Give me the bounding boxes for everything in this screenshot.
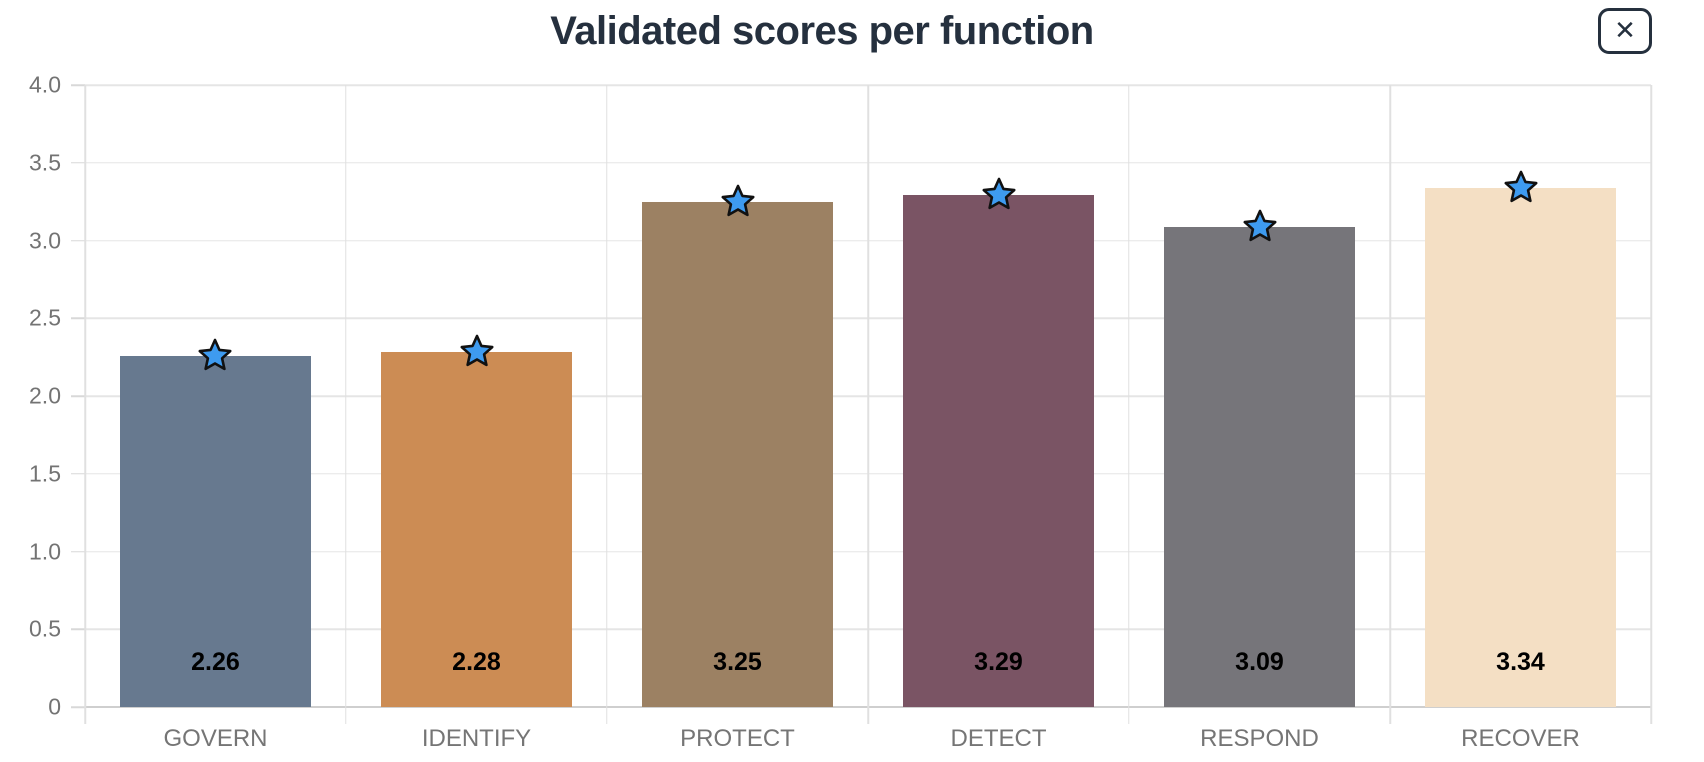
y-axis-tick-label: 1.5	[29, 460, 61, 487]
y-axis-tick-mark	[71, 84, 85, 86]
y-axis-tick-label: 3.5	[29, 149, 61, 176]
bar-value-label: 2.28	[452, 648, 501, 676]
x-axis-category-label: PROTECT	[680, 725, 795, 752]
y-axis-tick-mark	[71, 706, 85, 708]
v-gridline	[1650, 85, 1652, 724]
y-axis-tick-mark	[71, 395, 85, 397]
star-marker-icon	[1501, 168, 1541, 208]
bar-value-label: 2.26	[191, 648, 240, 676]
x-axis-category-label: GOVERN	[163, 725, 268, 752]
bar-govern	[120, 355, 311, 707]
bar-value-label: 3.09	[1235, 648, 1284, 676]
bar-value-label: 3.34	[1496, 648, 1545, 676]
star-marker-icon	[1240, 207, 1280, 247]
x-axis-category-label: RESPOND	[1200, 725, 1319, 752]
bar-chart-plot-area: 4.0 3.5 3.0 2.5 2.0 1.5 1.0 0.5 0 2.26 GOVERN 2.28 I…	[29, 73, 1652, 751]
star-marker-icon	[457, 332, 497, 372]
star-marker-icon	[718, 182, 758, 222]
chart-title: Validated scores per function	[550, 9, 1094, 53]
y-axis-tick-mark	[71, 239, 85, 242]
y-axis-tick-label: 1.0	[29, 538, 61, 564]
x-axis-category-label: DETECT	[950, 725, 1047, 752]
v-gridline	[1389, 85, 1391, 724]
y-axis-tick-mark	[71, 162, 85, 164]
y-axis-tick-label: 4.0	[29, 71, 61, 98]
y-axis-tick-mark	[71, 473, 85, 475]
bar-detect	[903, 195, 1094, 707]
bar-protect	[642, 201, 833, 707]
y-axis-tick-label: 0.5	[29, 615, 61, 642]
y-axis-tick-label: 3.0	[29, 227, 61, 253]
y-axis-tick-mark	[71, 550, 85, 553]
y-axis-tick-label: 2.5	[29, 304, 61, 331]
close-button[interactable]: ✕	[1598, 8, 1652, 54]
star-marker-icon	[979, 175, 1019, 215]
y-axis-tick-label: 2.0	[29, 382, 61, 409]
v-gridline	[345, 85, 347, 724]
x-axis-category-label: RECOVER	[1461, 725, 1580, 752]
x-axis-category-label: IDENTIFY	[421, 725, 532, 752]
v-gridline	[867, 85, 869, 724]
bar-recover	[1425, 187, 1616, 707]
bar-identify	[381, 352, 572, 707]
y-axis-tick-mark	[71, 628, 85, 630]
y-axis-tick-label: 0	[48, 693, 61, 720]
y-axis-line	[84, 85, 86, 724]
v-gridline	[1128, 85, 1130, 724]
close-icon: ✕	[1614, 16, 1636, 46]
bar-respond	[1164, 226, 1355, 707]
bar-value-label: 3.29	[974, 648, 1023, 676]
v-gridline	[606, 85, 608, 724]
star-marker-icon	[195, 336, 235, 376]
y-axis-tick-mark	[71, 317, 85, 319]
bar-value-label: 3.25	[713, 648, 762, 676]
